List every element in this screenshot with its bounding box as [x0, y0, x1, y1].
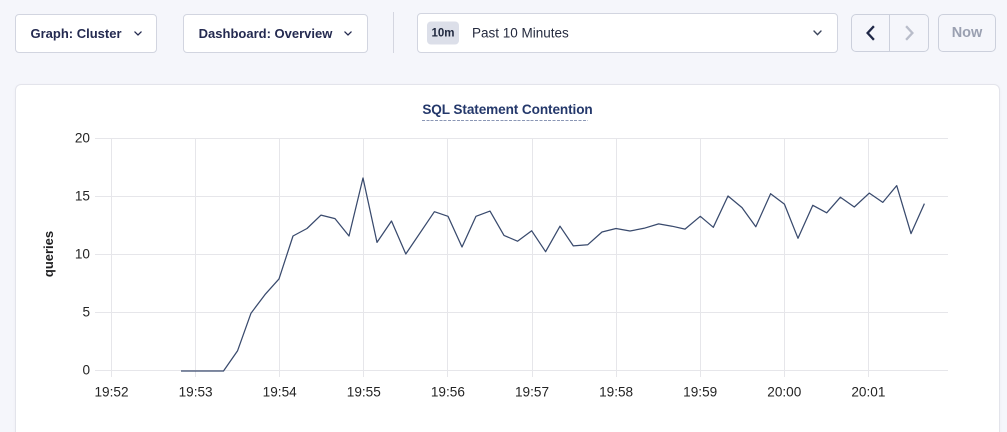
svg-text:0: 0	[82, 363, 90, 378]
svg-text:10: 10	[75, 247, 91, 262]
svg-text:19:53: 19:53	[179, 384, 213, 399]
svg-text:20: 20	[75, 131, 91, 146]
svg-text:5: 5	[82, 305, 90, 320]
svg-text:19:55: 19:55	[347, 384, 381, 399]
svg-text:15: 15	[75, 189, 90, 204]
svg-text:19:57: 19:57	[515, 384, 549, 399]
svg-text:20:01: 20:01	[851, 384, 885, 399]
svg-text:19:52: 19:52	[94, 384, 128, 399]
svg-text:queries: queries	[41, 231, 56, 277]
svg-text:19:59: 19:59	[683, 384, 717, 399]
svg-text:19:58: 19:58	[599, 384, 633, 399]
svg-text:19:56: 19:56	[431, 384, 465, 399]
svg-text:20:00: 20:00	[767, 384, 801, 399]
svg-text:19:54: 19:54	[263, 384, 297, 399]
